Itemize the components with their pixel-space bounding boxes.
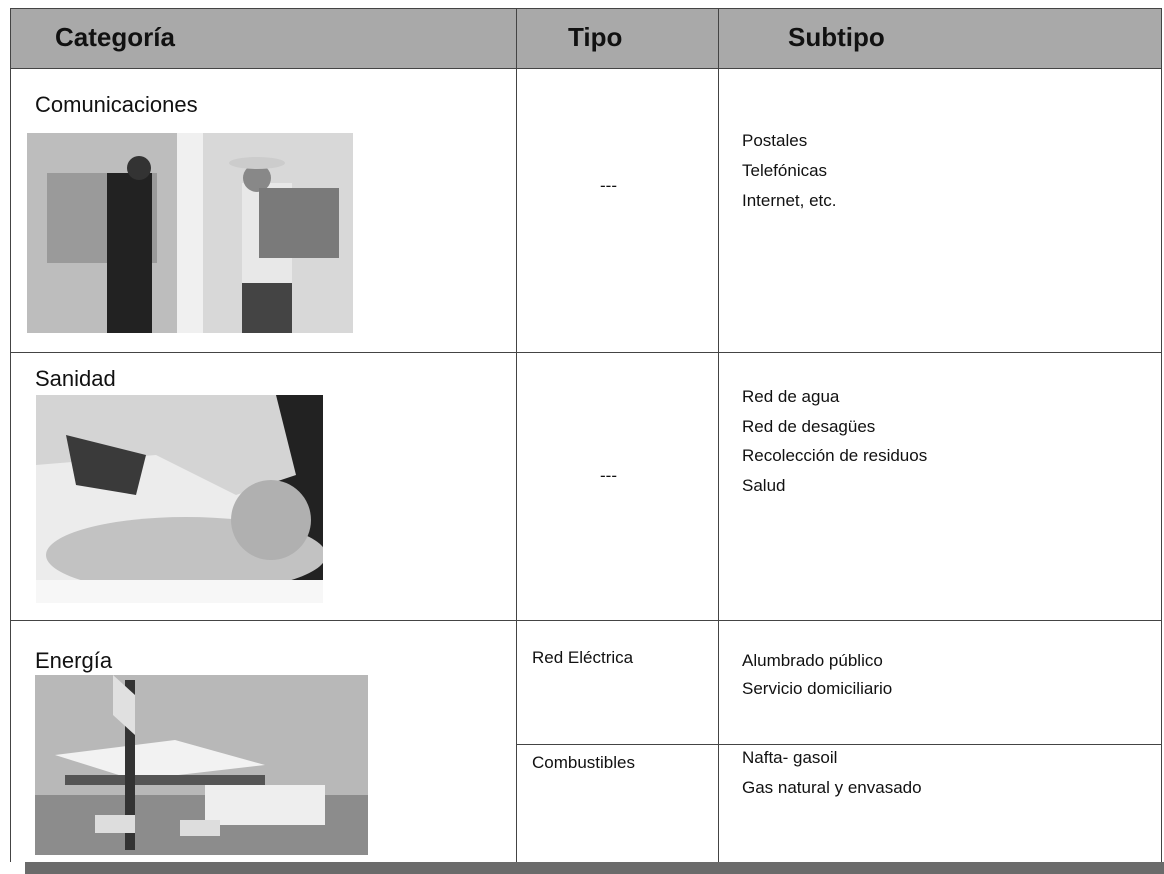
- header-cell: Categoría: [55, 22, 175, 52]
- subtype: Telefónicas: [742, 161, 828, 180]
- border: [10, 8, 11, 862]
- subtype: Salud: [742, 476, 786, 495]
- subtype: Gas natural y envasado: [742, 778, 922, 797]
- type: Red Eléctrica: [532, 648, 634, 667]
- subtype: Recolección de residuos: [742, 446, 928, 465]
- subtype: Postales: [742, 131, 808, 150]
- border: [718, 8, 719, 862]
- photo-station: [35, 675, 368, 855]
- subtype: Servicio domiciliario: [742, 679, 893, 698]
- subtype: Alumbrado público: [742, 651, 883, 670]
- header-cell: Subtipo: [788, 22, 885, 52]
- border: [10, 352, 1162, 353]
- subtype: Red de agua: [742, 387, 840, 406]
- subtype: Internet, etc.: [742, 191, 837, 210]
- photo-baby: [36, 395, 323, 603]
- type: ---: [600, 176, 617, 195]
- border: [10, 8, 1162, 9]
- border: [516, 8, 517, 862]
- header-bg: [10, 8, 1162, 68]
- type: ---: [600, 466, 617, 485]
- type: Combustibles: [532, 753, 635, 772]
- header-cell: Tipo: [568, 22, 623, 52]
- border: [1161, 8, 1162, 862]
- category: Comunicaciones: [35, 92, 198, 117]
- shadow-bar: [25, 862, 1164, 874]
- subtype: Red de desagües: [742, 417, 876, 436]
- category: Energía: [35, 648, 113, 673]
- photo-phones: [27, 133, 353, 333]
- border: [516, 744, 1162, 745]
- border: [10, 620, 1162, 621]
- border: [10, 68, 1162, 69]
- subtype: Nafta- gasoil: [742, 748, 838, 767]
- category: Sanidad: [35, 366, 116, 391]
